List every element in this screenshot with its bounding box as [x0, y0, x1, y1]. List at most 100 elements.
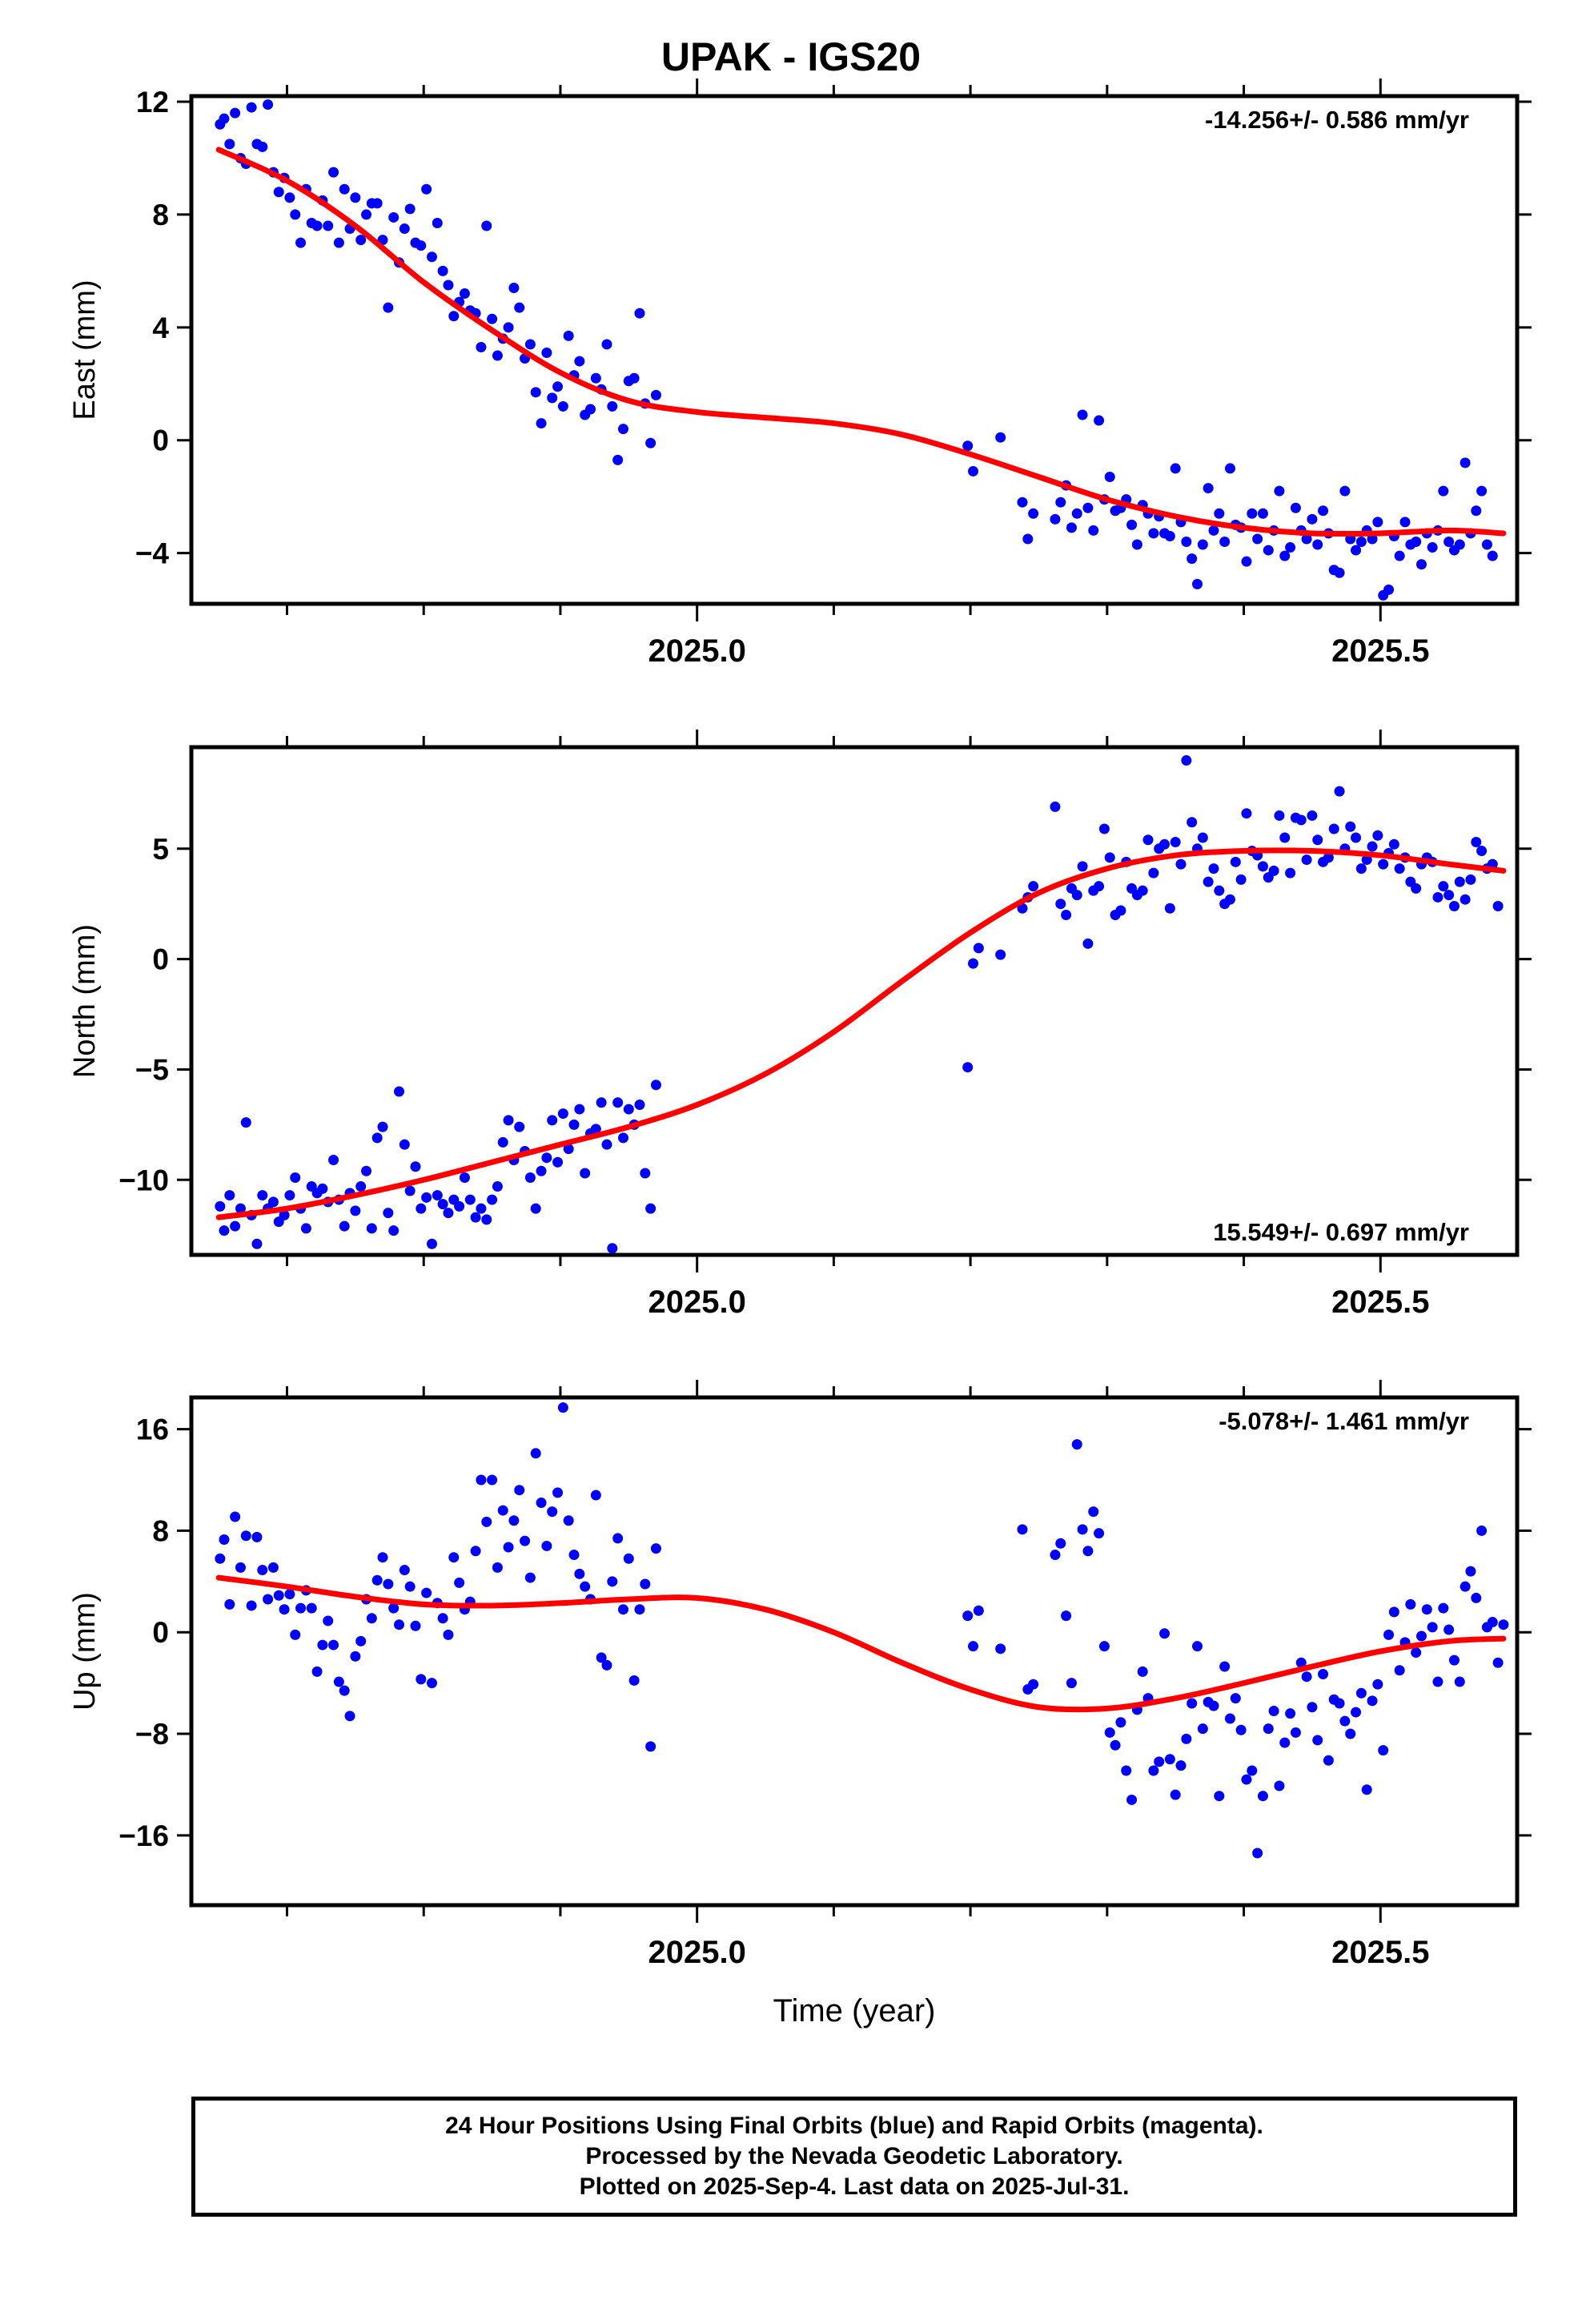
data-point — [1318, 505, 1329, 517]
data-point — [1126, 519, 1138, 530]
data-point — [1279, 1737, 1291, 1748]
data-point — [574, 1568, 585, 1579]
data-point — [263, 99, 274, 111]
data-point — [1427, 1622, 1438, 1633]
data-point — [1121, 1765, 1132, 1776]
data-point — [246, 102, 257, 113]
data-point — [355, 1181, 367, 1192]
data-point — [1050, 801, 1061, 812]
data-point — [995, 1643, 1006, 1655]
data-point — [1290, 502, 1301, 513]
data-point — [1432, 891, 1443, 903]
data-point — [617, 424, 628, 435]
data-point — [995, 432, 1006, 443]
data-point — [1175, 858, 1186, 870]
data-point — [476, 341, 487, 352]
data-point — [366, 1613, 377, 1624]
data-point — [426, 1238, 437, 1249]
data-point — [399, 1139, 410, 1150]
data-point — [1301, 533, 1312, 545]
data-point — [1476, 846, 1488, 857]
data-point — [1492, 1657, 1504, 1668]
data-point — [640, 1168, 651, 1179]
data-point — [634, 308, 645, 319]
data-point — [421, 183, 432, 195]
data-point — [224, 1190, 235, 1201]
data-point — [344, 1711, 355, 1722]
data-point — [1088, 1506, 1099, 1518]
data-point — [421, 1587, 432, 1598]
data-point — [1454, 876, 1465, 887]
ytick-label: −5 — [135, 1053, 169, 1086]
data-point — [1301, 1671, 1312, 1683]
data-point — [1285, 542, 1296, 553]
data-point — [1148, 1765, 1159, 1776]
data-point — [1487, 1617, 1498, 1628]
data-point — [1355, 1687, 1367, 1699]
data-point — [1055, 1538, 1066, 1549]
data-point — [339, 1685, 350, 1696]
ytick-label: 0 — [152, 1616, 169, 1649]
data-point — [1022, 533, 1034, 545]
data-point — [568, 1550, 580, 1561]
data-point — [1274, 1780, 1285, 1791]
fit-curve — [215, 147, 1507, 537]
data-point — [1351, 545, 1362, 556]
data-point — [1279, 550, 1291, 561]
data-point — [443, 1208, 454, 1219]
data-point — [476, 1474, 487, 1486]
data-point — [1017, 497, 1028, 508]
ytick-label: −8 — [135, 1718, 169, 1751]
data-point — [230, 1220, 241, 1232]
data-point — [492, 1562, 503, 1573]
data-point — [1175, 1760, 1186, 1771]
data-point — [1476, 1525, 1488, 1536]
x-axis-label: Time (year) — [773, 1993, 936, 2028]
fit-curve — [215, 1574, 1507, 1713]
data-point — [383, 302, 394, 313]
data-point — [437, 1613, 448, 1624]
data-point — [481, 1516, 492, 1527]
caption-box: 24 Hour Positions Using Final Orbits (bl… — [191, 2097, 1517, 2217]
ytick-label: 12 — [136, 86, 169, 119]
data-point — [1094, 881, 1105, 892]
data-point — [1094, 1528, 1105, 1539]
y-axis-label: North (mm) — [68, 924, 102, 1078]
data-point — [443, 1629, 454, 1640]
data-point — [1181, 537, 1192, 548]
data-point — [1247, 1765, 1258, 1776]
data-point — [524, 1172, 536, 1184]
data-point — [1285, 867, 1296, 879]
data-point — [1498, 0, 1508, 6]
data-point — [1214, 885, 1225, 896]
rate-label: -14.256+/- 0.586 mm/yr — [1205, 106, 1469, 134]
data-point — [361, 209, 372, 220]
data-point — [547, 1506, 558, 1518]
data-point — [617, 1604, 628, 1615]
data-point — [1443, 537, 1455, 548]
data-point — [1268, 865, 1279, 876]
data-point — [1351, 832, 1362, 843]
data-point — [1241, 1774, 1252, 1785]
data-point — [1498, 0, 1508, 6]
data-point — [1312, 834, 1323, 846]
data-point — [547, 392, 558, 404]
data-point — [290, 209, 301, 220]
data-point — [1454, 1676, 1465, 1687]
data-point — [1061, 1610, 1072, 1622]
ytick-label: −16 — [118, 1819, 169, 1852]
data-point — [585, 404, 596, 415]
data-point — [541, 1152, 552, 1164]
data-point — [590, 1124, 601, 1135]
data-point — [1279, 832, 1291, 843]
data-point — [1285, 1708, 1296, 1719]
data-point — [1415, 1630, 1427, 1642]
data-point — [503, 1115, 514, 1126]
data-point — [1137, 1666, 1148, 1677]
data-point — [219, 113, 230, 124]
data-point — [377, 1552, 388, 1563]
data-point — [514, 302, 525, 313]
xtick-label: 2025.0 — [648, 633, 745, 669]
data-point — [968, 958, 979, 969]
data-point — [590, 372, 601, 384]
